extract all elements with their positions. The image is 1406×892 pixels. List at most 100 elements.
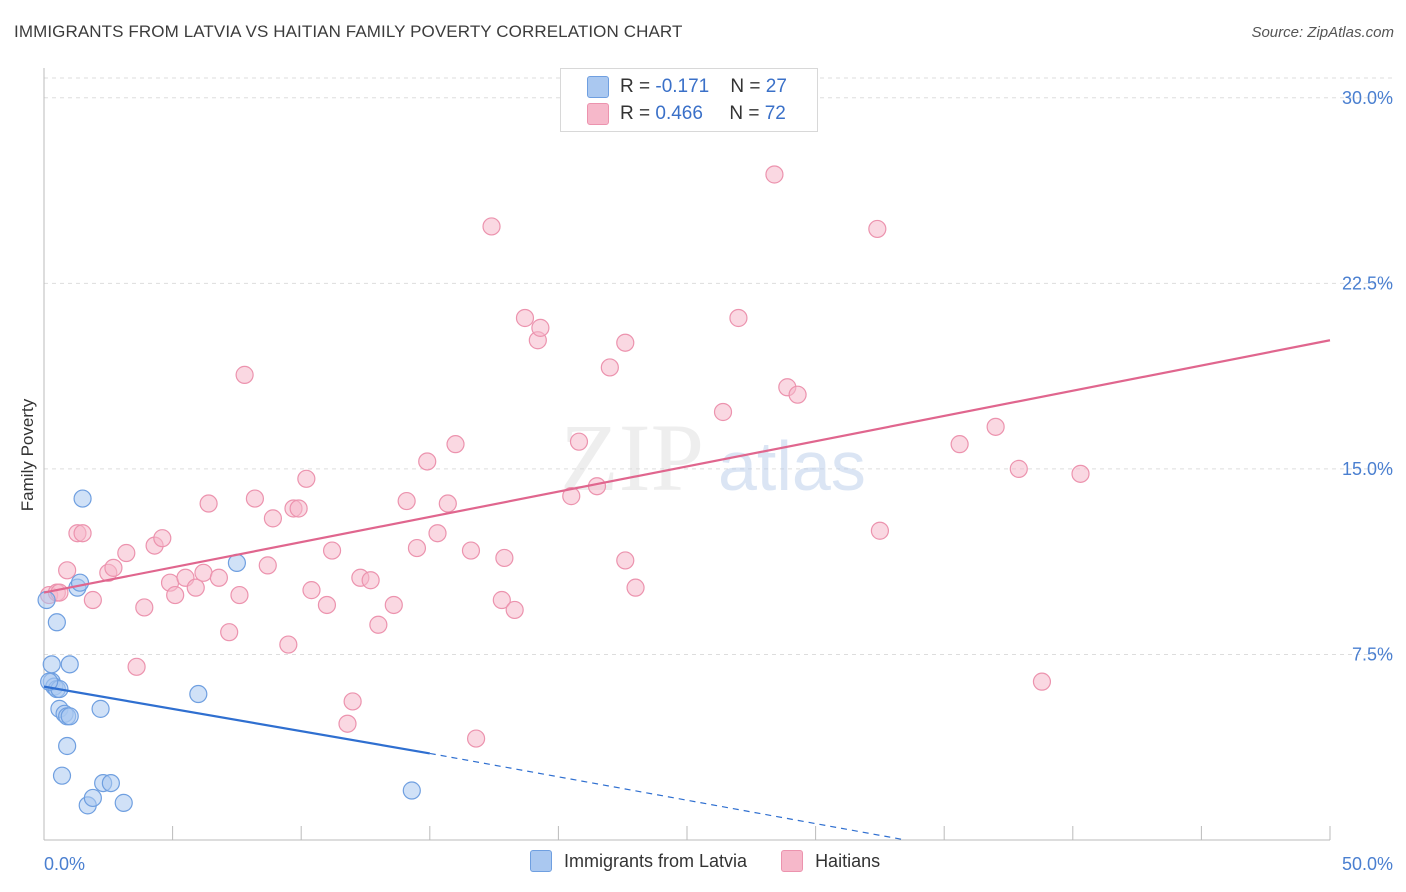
- haitians-point-32[interactable]: [317, 595, 337, 615]
- latvia-point-23[interactable]: [189, 684, 208, 704]
- legend-item-latvia[interactable]: Immigrants from Latvia: [530, 850, 747, 872]
- haitians-point-64[interactable]: [765, 165, 784, 184]
- haitians-point-25[interactable]: [258, 556, 277, 575]
- haitians-point-45[interactable]: [446, 435, 465, 454]
- haitians-point-18[interactable]: [194, 563, 213, 582]
- haitians-point-35[interactable]: [343, 692, 362, 711]
- haitians-point-47[interactable]: [466, 729, 486, 748]
- haitians-point-8[interactable]: [104, 558, 123, 577]
- latvia-point-25[interactable]: [402, 781, 421, 800]
- tick-labels: 7.5% 15.0% 22.5% 30.0% 0.0% 50.0%: [44, 88, 1393, 874]
- latvia-point-8[interactable]: [52, 766, 72, 785]
- axes: [43, 68, 1331, 841]
- y-tick-label-3: 30.0%: [1342, 88, 1393, 108]
- haitians-point-15[interactable]: [166, 585, 185, 605]
- haitians-point-9[interactable]: [117, 543, 136, 563]
- haitians-point-62[interactable]: [713, 402, 733, 422]
- haitians-point-33[interactable]: [322, 541, 342, 560]
- haitians-point-67[interactable]: [870, 521, 890, 540]
- legend-n-label: N =: [729, 103, 765, 124]
- haitians-point-22[interactable]: [230, 585, 249, 605]
- haitians-point-34[interactable]: [338, 714, 357, 733]
- haitians-point-55[interactable]: [562, 487, 581, 506]
- haitians-point-48[interactable]: [482, 217, 501, 236]
- haitians-point-37[interactable]: [361, 571, 380, 590]
- latvia-point-19[interactable]: [91, 699, 110, 718]
- haitians-point-31[interactable]: [302, 581, 321, 600]
- haitians-point-50[interactable]: [495, 548, 514, 568]
- haitians-point-69[interactable]: [950, 435, 969, 454]
- watermark-atlas: atlas: [718, 427, 866, 505]
- legend-swatch-latvia: [530, 850, 552, 872]
- haitians-trend-line: [43, 339, 1331, 594]
- haitians-point-29[interactable]: [289, 499, 308, 518]
- haitians-point-21[interactable]: [220, 623, 239, 642]
- latvia-point-12[interactable]: [60, 707, 79, 726]
- latvia-point-22[interactable]: [114, 793, 133, 812]
- haitians-point-10[interactable]: [127, 657, 146, 676]
- legend-n-value: 72: [764, 103, 786, 124]
- haitians-point-49[interactable]: [492, 590, 511, 610]
- haitians-point-3[interactable]: [58, 561, 77, 580]
- haitians-point-23[interactable]: [235, 365, 254, 384]
- haitians-point-20[interactable]: [209, 568, 228, 587]
- haitians-point-54[interactable]: [531, 318, 550, 337]
- legend-swatch-latvia: [587, 76, 609, 98]
- haitians-point-17[interactable]: [186, 578, 205, 597]
- haitians-point-73[interactable]: [1071, 464, 1090, 483]
- haitians-point-38[interactable]: [369, 615, 388, 634]
- haitians-point-27[interactable]: [279, 635, 298, 654]
- latvia-point-16[interactable]: [73, 489, 92, 508]
- haitians-point-70[interactable]: [986, 417, 1005, 436]
- latvia-point-15[interactable]: [70, 573, 90, 592]
- latvia-point-13[interactable]: [60, 655, 79, 674]
- haitians-point-56[interactable]: [569, 432, 589, 451]
- haitians-point-26[interactable]: [263, 509, 283, 528]
- haitians-point-19[interactable]: [199, 494, 218, 513]
- haitians-point-52[interactable]: [515, 308, 535, 328]
- legend-n-label: N =: [730, 76, 766, 97]
- legend-item-haitians[interactable]: Haitians: [781, 850, 880, 872]
- haitians-point-66[interactable]: [788, 385, 807, 404]
- legend-n-value: 27: [765, 76, 787, 97]
- latvia-point-2[interactable]: [42, 655, 61, 674]
- haitians-point-6[interactable]: [83, 590, 102, 610]
- haitians-point-41[interactable]: [407, 538, 427, 558]
- legend-label-latvia: Immigrants from Latvia: [564, 850, 748, 871]
- haitians-point-58[interactable]: [600, 358, 619, 377]
- y-tick-label-0: 7.5%: [1352, 644, 1393, 664]
- haitians-point-40[interactable]: [397, 491, 416, 511]
- haitians-point-46[interactable]: [461, 541, 481, 560]
- haitians-point-13[interactable]: [153, 529, 172, 548]
- haitians-point-60[interactable]: [616, 333, 635, 352]
- legend-swatch-haitians: [587, 103, 609, 125]
- haitians-point-59[interactable]: [616, 551, 635, 570]
- legend-r-value: -0.171: [655, 76, 710, 97]
- haitians-point-63[interactable]: [729, 308, 748, 328]
- haitians-point-61[interactable]: [626, 578, 645, 597]
- haitians-point-11[interactable]: [135, 598, 154, 617]
- haitians-point-71[interactable]: [1009, 459, 1028, 478]
- latvia-point-0[interactable]: [37, 590, 56, 610]
- legend-r-label: R =: [620, 103, 656, 124]
- trend-lines: [43, 339, 1331, 841]
- haitians-point-43[interactable]: [428, 524, 447, 543]
- latvia-point-18[interactable]: [83, 788, 102, 808]
- haitians-point-39[interactable]: [384, 595, 403, 615]
- latvia-point-11[interactable]: [58, 736, 77, 756]
- legend-r-value: 0.466: [655, 103, 703, 124]
- haitians-point-42[interactable]: [418, 452, 437, 471]
- haitians-point-30[interactable]: [297, 469, 316, 488]
- haitians-point-5[interactable]: [73, 524, 92, 543]
- x-tick-label-min: 0.0%: [44, 854, 85, 874]
- latvia-point-21[interactable]: [101, 773, 120, 793]
- haitians-point-72[interactable]: [1032, 672, 1052, 691]
- haitians-point-51[interactable]: [505, 600, 524, 620]
- latvia-point-4[interactable]: [47, 613, 66, 632]
- x-tick-label-max: 50.0%: [1342, 854, 1393, 874]
- haitians-point-44[interactable]: [438, 494, 457, 513]
- legend-r-label: R =: [620, 76, 656, 97]
- haitians-point-24[interactable]: [245, 489, 265, 508]
- haitians-point-68[interactable]: [868, 219, 887, 239]
